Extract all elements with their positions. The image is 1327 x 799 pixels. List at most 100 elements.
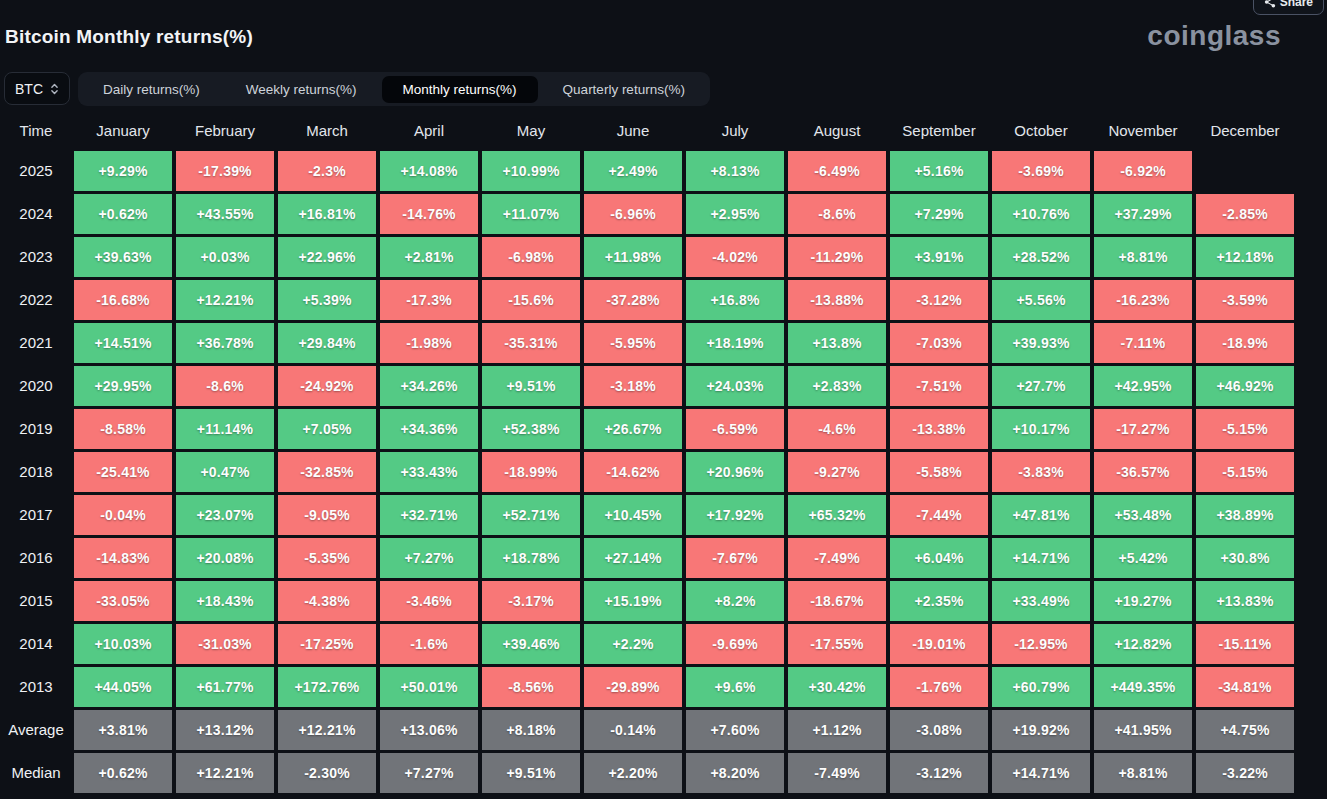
- return-cell-2025-november: -6.92%: [1094, 151, 1192, 191]
- return-cell-2021-june: -5.95%: [584, 323, 682, 363]
- cell-box: +9.51%: [480, 364, 582, 407]
- cell-box: +3.81%: [72, 708, 174, 751]
- header-december: December: [1194, 112, 1296, 148]
- cell-box: +16.8%: [684, 278, 786, 321]
- cell-box: +29.95%: [72, 364, 174, 407]
- cell-box: +18.43%: [174, 579, 276, 622]
- cell-box: [1194, 149, 1296, 192]
- return-cell-2017-august: +65.32%: [788, 495, 886, 535]
- return-cell-2015-may: -3.17%: [482, 581, 580, 621]
- cell-box: -36.57%: [1092, 450, 1194, 493]
- return-cell-2017-november: +53.48%: [1094, 495, 1192, 535]
- cell-box: -32.85%: [276, 450, 378, 493]
- cell-box: -6.49%: [786, 149, 888, 192]
- return-cell-2015-march: -4.38%: [278, 581, 376, 621]
- cell-box: +53.48%: [1092, 493, 1194, 536]
- return-cell-2020-march: -24.92%: [278, 366, 376, 406]
- cell-box: +7.27%: [378, 751, 480, 794]
- return-cell-average-september: -3.08%: [890, 710, 988, 750]
- cell-box: +13.8%: [786, 321, 888, 364]
- return-cell-2022-september: -3.12%: [890, 280, 988, 320]
- return-cell-2018-august: -9.27%: [788, 452, 886, 492]
- return-cell-2020-april: +34.26%: [380, 366, 478, 406]
- symbol-select[interactable]: BTC: [4, 72, 70, 105]
- return-cell-2014-june: +2.2%: [584, 624, 682, 664]
- cell-box: +8.20%: [684, 751, 786, 794]
- return-cell-2024-april: -14.76%: [380, 194, 478, 234]
- row-label-2022: 2022: [0, 278, 72, 321]
- cell-box: +19.27%: [1092, 579, 1194, 622]
- cell-box: -3.46%: [378, 579, 480, 622]
- return-cell-2024-june: -6.96%: [584, 194, 682, 234]
- return-cell-2022-march: +5.39%: [278, 280, 376, 320]
- return-cell-2021-may: -35.31%: [482, 323, 580, 363]
- return-cell-2016-august: -7.49%: [788, 538, 886, 578]
- return-cell-2013-march: +172.76%: [278, 667, 376, 707]
- return-cell-2017-june: +10.45%: [584, 495, 682, 535]
- return-cell-2024-november: +37.29%: [1094, 194, 1192, 234]
- return-cell-2020-june: -3.18%: [584, 366, 682, 406]
- cell-box: +11.14%: [174, 407, 276, 450]
- tab-monthly[interactable]: Monthly returns(%): [382, 76, 538, 103]
- return-cell-2013-july: +9.6%: [686, 667, 784, 707]
- return-cell-2020-february: -8.6%: [176, 366, 274, 406]
- cell-box: +8.81%: [1092, 751, 1194, 794]
- return-cell-2014-february: -31.03%: [176, 624, 274, 664]
- return-cell-2024-february: +43.55%: [176, 194, 274, 234]
- tab-weekly[interactable]: Weekly returns(%): [225, 76, 378, 103]
- cell-box: +10.17%: [990, 407, 1092, 450]
- return-cell-2022-april: -17.3%: [380, 280, 478, 320]
- cell-box: -15.6%: [480, 278, 582, 321]
- cell-box: -16.23%: [1092, 278, 1194, 321]
- return-cell-2020-january: +29.95%: [74, 366, 172, 406]
- cell-box: +4.75%: [1194, 708, 1296, 751]
- cell-box: -2.30%: [276, 751, 378, 794]
- header-october: October: [990, 112, 1092, 148]
- return-cell-2023-july: -4.02%: [686, 237, 784, 277]
- return-cell-2016-november: +5.42%: [1094, 538, 1192, 578]
- cell-box: +26.67%: [582, 407, 684, 450]
- cell-box: -11.29%: [786, 235, 888, 278]
- cell-box: +27.7%: [990, 364, 1092, 407]
- return-cell-2017-september: -7.44%: [890, 495, 988, 535]
- cell-box: +46.92%: [1194, 364, 1296, 407]
- cell-box: +172.76%: [276, 665, 378, 708]
- cell-box: +39.63%: [72, 235, 174, 278]
- cell-box: +2.2%: [582, 622, 684, 665]
- return-cell-2020-may: +9.51%: [482, 366, 580, 406]
- cell-box: +15.19%: [582, 579, 684, 622]
- row-label-median: Median: [0, 751, 72, 794]
- tab-daily[interactable]: Daily returns(%): [82, 76, 221, 103]
- cell-box: +10.76%: [990, 192, 1092, 235]
- header-july: July: [684, 112, 786, 148]
- cell-box: +13.06%: [378, 708, 480, 751]
- return-cell-2018-september: -5.58%: [890, 452, 988, 492]
- cell-box: +20.08%: [174, 536, 276, 579]
- cell-box: +0.47%: [174, 450, 276, 493]
- return-cell-2025-march: -2.3%: [278, 151, 376, 191]
- cell-box: +1.12%: [786, 708, 888, 751]
- cell-box: -7.44%: [888, 493, 990, 536]
- cell-box: -19.01%: [888, 622, 990, 665]
- tab-quarterly[interactable]: Quarterly returns(%): [542, 76, 706, 103]
- header-april: April: [378, 112, 480, 148]
- cell-box: +52.71%: [480, 493, 582, 536]
- cell-box: +32.71%: [378, 493, 480, 536]
- cell-box: -3.08%: [888, 708, 990, 751]
- cell-box: +13.12%: [174, 708, 276, 751]
- share-button[interactable]: Share: [1253, 0, 1324, 15]
- cell-box: +12.21%: [174, 751, 276, 794]
- cell-box: -7.67%: [684, 536, 786, 579]
- cell-box: +7.29%: [888, 192, 990, 235]
- return-cell-2019-october: +10.17%: [992, 409, 1090, 449]
- cell-box: -17.39%: [174, 149, 276, 192]
- cell-box: +8.18%: [480, 708, 582, 751]
- return-cell-2021-november: -7.11%: [1094, 323, 1192, 363]
- cell-box: -0.14%: [582, 708, 684, 751]
- cell-box: +8.13%: [684, 149, 786, 192]
- return-cell-average-march: +12.21%: [278, 710, 376, 750]
- return-cell-2017-december: +38.89%: [1196, 495, 1294, 535]
- return-cell-2017-february: +23.07%: [176, 495, 274, 535]
- return-cell-2016-june: +27.14%: [584, 538, 682, 578]
- cell-box: -17.25%: [276, 622, 378, 665]
